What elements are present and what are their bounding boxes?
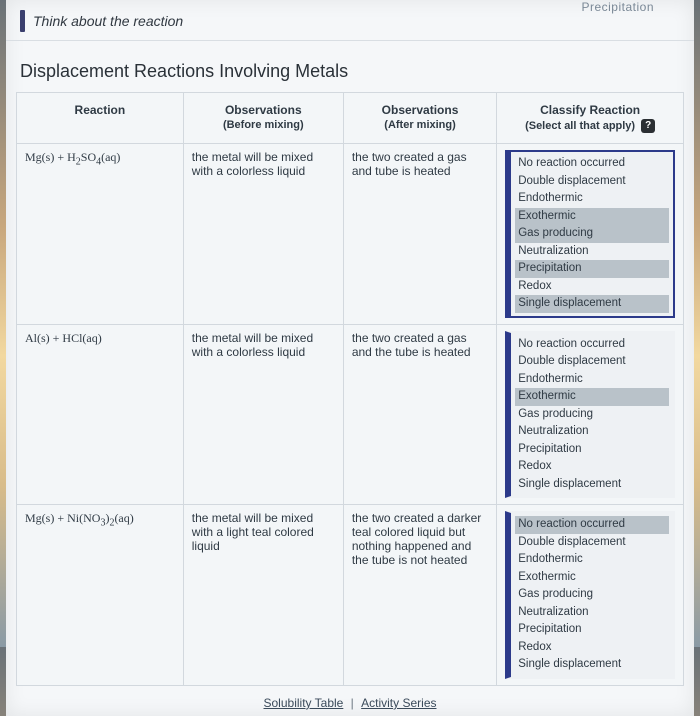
header-after-l1: Observations	[382, 103, 459, 117]
help-icon[interactable]: ?	[641, 119, 655, 133]
classify-option[interactable]: No reaction occurred	[515, 336, 669, 354]
header-classify-l2-wrap: (Select all that apply) ?	[503, 119, 677, 133]
table-row: Al(s) + HCl(aq)the metal will be mixed w…	[17, 324, 684, 505]
observation-after: the two created a gas and tube is heated	[343, 144, 496, 325]
top-tab-label: Precipitation	[581, 0, 654, 14]
header-classify: Classify Reaction (Select all that apply…	[497, 93, 684, 144]
classify-option[interactable]: Single displacement	[515, 656, 669, 674]
classify-option[interactable]: Precipitation	[515, 260, 669, 278]
observation-before: the metal will be mixed with a light tea…	[183, 505, 343, 686]
classify-option[interactable]: Single displacement	[515, 476, 669, 494]
header-before-l1: Observations	[225, 103, 302, 117]
footer-separator: |	[351, 696, 354, 710]
classify-option[interactable]: Gas producing	[515, 406, 669, 424]
header-after: Observations (After mixing)	[343, 93, 496, 144]
classify-option[interactable]: Precipitation	[515, 441, 669, 459]
classify-option[interactable]: Gas producing	[515, 225, 669, 243]
classify-option[interactable]: Redox	[515, 639, 669, 657]
reaction-formula: Al(s) + HCl(aq)	[17, 324, 184, 505]
table-body: Mg(s) + H2SO4(aq)the metal will be mixed…	[17, 144, 684, 686]
classify-option[interactable]: Gas producing	[515, 586, 669, 604]
observation-after: the two created a darker teal colored li…	[343, 505, 496, 686]
classify-option[interactable]: Double displacement	[515, 173, 669, 191]
classify-cell: No reaction occurredDouble displacementE…	[497, 324, 684, 505]
classify-option[interactable]: Single displacement	[515, 295, 669, 313]
classify-listbox[interactable]: No reaction occurredDouble displacementE…	[505, 331, 675, 499]
reactions-table: Reaction Observations (Before mixing) Ob…	[16, 92, 684, 686]
header-classify-l2: (Select all that apply)	[525, 120, 635, 132]
table-row: Mg(s) + H2SO4(aq)the metal will be mixed…	[17, 144, 684, 325]
table-header-row: Reaction Observations (Before mixing) Ob…	[17, 93, 684, 144]
classify-option[interactable]: No reaction occurred	[515, 516, 669, 534]
classify-option[interactable]: Redox	[515, 458, 669, 476]
classify-option[interactable]: Double displacement	[515, 534, 669, 552]
classify-option[interactable]: Endothermic	[515, 190, 669, 208]
classify-option[interactable]: Exothermic	[515, 388, 669, 406]
reaction-formula: Mg(s) + H2SO4(aq)	[17, 144, 184, 325]
classify-listbox[interactable]: No reaction occurredDouble displacementE…	[505, 150, 675, 318]
prompt-accent	[20, 10, 25, 32]
classify-option[interactable]: Precipitation	[515, 621, 669, 639]
classify-option[interactable]: Neutralization	[515, 423, 669, 441]
link-solubility-table[interactable]: Solubility Table	[264, 696, 344, 710]
header-reaction-label: Reaction	[75, 103, 126, 117]
classify-option[interactable]: No reaction occurred	[515, 155, 669, 173]
reaction-formula: Mg(s) + Ni(NO3)2(aq)	[17, 505, 184, 686]
header-classify-l1: Classify Reaction	[540, 103, 640, 117]
observation-before: the metal will be mixed with a colorless…	[183, 144, 343, 325]
classify-option[interactable]: Exothermic	[515, 208, 669, 226]
header-reaction: Reaction	[17, 93, 184, 144]
classify-cell: No reaction occurredDouble displacementE…	[497, 144, 684, 325]
worksheet-page: Precipitation Think about the reaction D…	[6, 0, 694, 716]
classify-option[interactable]: Neutralization	[515, 243, 669, 261]
footer-links: Solubility Table | Activity Series	[6, 686, 694, 716]
table-row: Mg(s) + Ni(NO3)2(aq)the metal will be mi…	[17, 505, 684, 686]
header-after-l2: (After mixing)	[350, 119, 490, 131]
header-before: Observations (Before mixing)	[183, 93, 343, 144]
prompt-text: Think about the reaction	[33, 13, 183, 29]
classify-option[interactable]: Endothermic	[515, 371, 669, 389]
classify-listbox[interactable]: No reaction occurredDouble displacementE…	[505, 511, 675, 679]
classify-option[interactable]: Double displacement	[515, 353, 669, 371]
header-before-l2: (Before mixing)	[190, 119, 337, 131]
section-title: Displacement Reactions Involving Metals	[6, 41, 694, 92]
classify-option[interactable]: Endothermic	[515, 551, 669, 569]
classify-option[interactable]: Exothermic	[515, 569, 669, 587]
observation-before: the metal will be mixed with a colorless…	[183, 324, 343, 505]
observation-after: the two created a gas and the tube is he…	[343, 324, 496, 505]
classify-option[interactable]: Neutralization	[515, 604, 669, 622]
link-activity-series[interactable]: Activity Series	[361, 696, 436, 710]
classify-cell: No reaction occurredDouble displacementE…	[497, 505, 684, 686]
classify-option[interactable]: Redox	[515, 278, 669, 296]
